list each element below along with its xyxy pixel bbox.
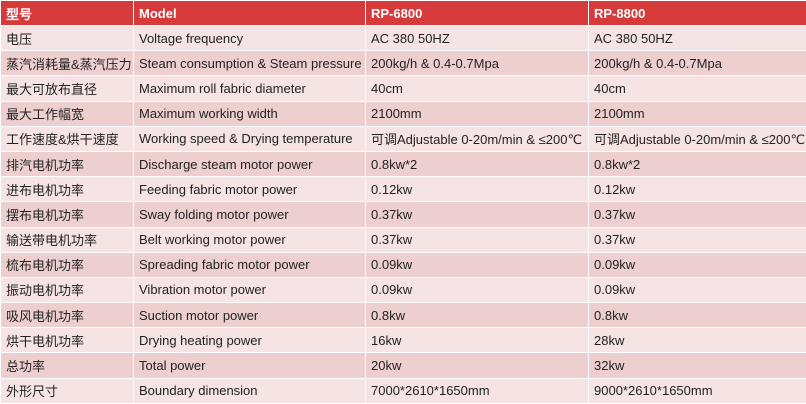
table-cell: Maximum roll fabric diameter (133, 75, 366, 102)
table-cell: 2100mm (365, 100, 589, 127)
table-cell: 电压 (0, 24, 134, 52)
table-body: 电压 Voltage frequency AC 380 50HZ AC 380 50H… (0, 24, 806, 404)
table-cell: Spreading fabric motor power (133, 251, 366, 278)
table-cell: 进布电机功率 (0, 176, 134, 203)
header-cell: RP-6800 (365, 0, 589, 26)
table-cell: 0.37kw (588, 201, 806, 228)
table-cell: 0.12kw (365, 176, 589, 203)
table-cell: Boundary dimension (133, 377, 366, 404)
table-cell: 0.09kw (588, 276, 806, 304)
table-cell: Discharge steam motor power (133, 150, 366, 178)
table-cell: 摆布电机功率 (0, 201, 134, 228)
table-cell: Maximum working width (133, 100, 366, 127)
table-row: 工作速度&烘干速度 Working speed & Drying temperat… (0, 125, 806, 152)
table-cell: Voltage frequency (133, 24, 366, 52)
table-row: 梳布电机功率 Spreading fabric motor power 0.09kw… (0, 251, 806, 278)
table-cell: 32kw (588, 352, 806, 379)
table-cell: 蒸汽消耗量&蒸汽压力 (0, 50, 134, 77)
table-row: 最大可放布直径 Maximum roll fabric diameter 40cm 4… (0, 75, 806, 102)
table-cell: Drying heating power (133, 327, 366, 354)
table-cell: Steam consumption & Steam pressure (133, 50, 366, 77)
table-cell: 28kw (588, 327, 806, 354)
table-row: 外形尺寸 Boundary dimension 7000*2610*1650mm 90… (0, 377, 806, 404)
table-cell: 0.37kw (365, 201, 589, 228)
table-cell: 总功率 (0, 352, 134, 379)
table-cell: 输送带电机功率 (0, 226, 134, 253)
table-cell: 40cm (588, 75, 806, 102)
table-cell: 9000*2610*1650mm (588, 377, 806, 404)
table-row: 电压 Voltage frequency AC 380 50HZ AC 380 50H… (0, 24, 806, 52)
table-cell: 0.09kw (365, 276, 589, 304)
table-cell: 40cm (365, 75, 589, 102)
table-cell: Feeding fabric motor power (133, 176, 366, 203)
table-cell: Suction motor power (133, 302, 366, 329)
table-cell: 0.09kw (588, 251, 806, 278)
table-cell: 吸风电机功率 (0, 302, 134, 329)
table-cell: 2100mm (588, 100, 806, 127)
table-cell: 梳布电机功率 (0, 251, 134, 278)
table-row: 输送带电机功率 Belt working motor power 0.37kw 0.3… (0, 226, 806, 253)
table-cell: 排汽电机功率 (0, 150, 134, 178)
table-cell: 可调Adjustable 0-20m/min & ≤200℃ (588, 125, 806, 152)
table-cell: 0.37kw (588, 226, 806, 253)
table-row: 烘干电机功率 Drying heating power 16kw 28kw (0, 327, 806, 354)
table-cell: 16kw (365, 327, 589, 354)
table-cell: 0.8kw (365, 302, 589, 329)
table-cell: 0.09kw (365, 251, 589, 278)
table-cell: 0.37kw (365, 226, 589, 253)
table-cell: 7000*2610*1650mm (365, 377, 589, 404)
header-row: 型号 Model RP-6800 RP-8800 (0, 0, 806, 26)
table-row: 排汽电机功率 Discharge steam motor power 0.8kw*2… (0, 150, 806, 178)
table-row: 总功率 Total power 20kw 32kw (0, 352, 806, 379)
table-cell: AC 380 50HZ (365, 24, 589, 52)
table-cell: 烘干电机功率 (0, 327, 134, 354)
table-cell: 20kw (365, 352, 589, 379)
table-cell: 可调Adjustable 0-20m/min & ≤200℃ (365, 125, 589, 152)
table-cell: 0.8kw (588, 302, 806, 329)
table-cell: 最大工作幅宽 (0, 100, 134, 127)
table-cell: 200kg/h & 0.4-0.7Mpa (588, 50, 806, 77)
table-cell: Working speed & Drying temperature (133, 125, 366, 152)
table-cell: 外形尺寸 (0, 377, 134, 404)
header-cell: Model (133, 0, 366, 26)
table-cell: 振动电机功率 (0, 276, 134, 304)
table-row: 吸风电机功率 Suction motor power 0.8kw 0.8kw (0, 302, 806, 329)
table-cell: 200kg/h & 0.4-0.7Mpa (365, 50, 589, 77)
table-cell: AC 380 50HZ (588, 24, 806, 52)
table-cell: Vibration motor power (133, 276, 366, 304)
header-cell: 型号 (0, 0, 134, 26)
table-row: 摆布电机功率 Sway folding motor power 0.37kw 0.37… (0, 201, 806, 228)
table-cell: Belt working motor power (133, 226, 366, 253)
table-row: 最大工作幅宽 Maximum working width 2100mm 2100mm (0, 100, 806, 127)
table-row: 蒸汽消耗量&蒸汽压力 Steam consumption & Steam pres… (0, 50, 806, 77)
table-row: 进布电机功率 Feeding fabric motor power 0.12kw 0.… (0, 176, 806, 203)
table-cell: 0.8kw*2 (588, 150, 806, 178)
table-cell: 最大可放布直径 (0, 75, 134, 102)
table-cell: 0.8kw*2 (365, 150, 589, 178)
table-cell: Total power (133, 352, 366, 379)
header-cell: RP-8800 (588, 0, 806, 26)
table-row: 振动电机功率 Vibration motor power 0.09kw 0.09kw (0, 276, 806, 304)
table-cell: Sway folding motor power (133, 201, 366, 228)
table-cell: 0.12kw (588, 176, 806, 203)
table-cell: 工作速度&烘干速度 (0, 125, 134, 152)
